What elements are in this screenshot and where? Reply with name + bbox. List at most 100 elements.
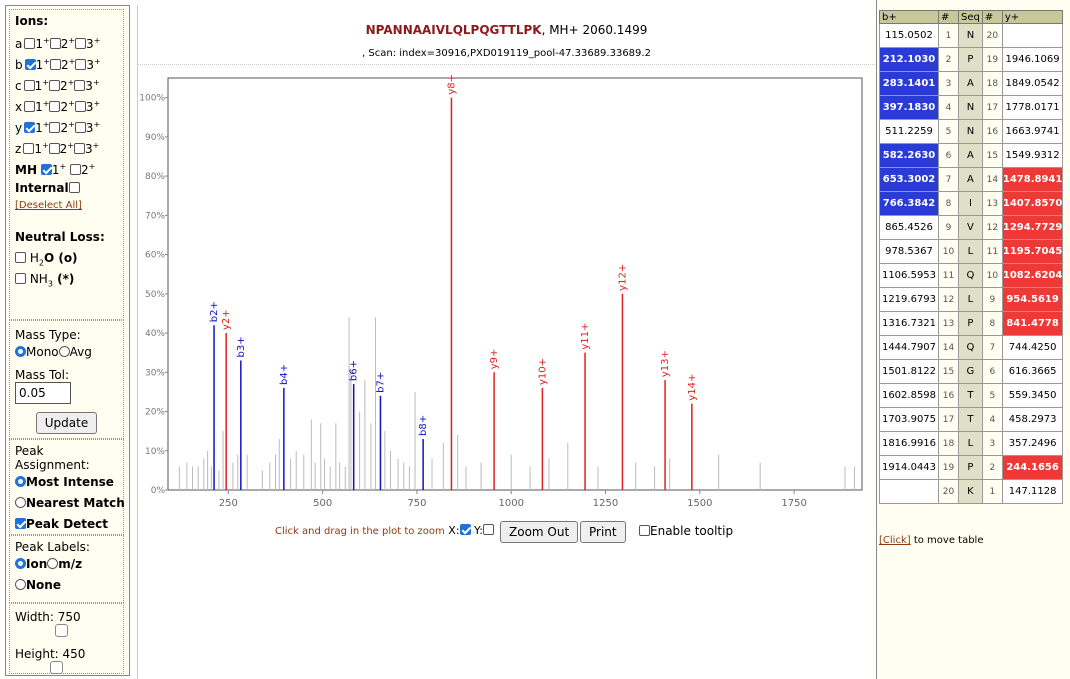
zoom-out-button[interactable]: Zoom Out	[500, 521, 579, 543]
ion-a-1-checkbox[interactable]	[24, 38, 36, 49]
neutral-loss-title: Neutral Loss:	[15, 230, 105, 244]
y-ion-mass: 744.4250	[1001, 335, 1064, 360]
nh3-label: NH3 (*)	[29, 272, 75, 289]
ion-a-3-checkbox[interactable]	[75, 38, 87, 49]
ion-z-2-checkbox[interactable]	[48, 143, 60, 154]
mass-tol-input[interactable]: 0.05	[15, 382, 71, 404]
table-row: 766.3842 8 I 13 1407.8570	[879, 191, 1064, 216]
y-tick-label: 70%	[145, 211, 165, 221]
plot-frame	[167, 77, 863, 491]
deselect-all-link[interactable]: [Deselect All]	[15, 200, 82, 211]
residue: K	[958, 479, 983, 504]
print-button[interactable]: Print	[580, 521, 626, 543]
x-zoom-checkbox[interactable]	[459, 524, 471, 535]
b-index: 13	[938, 311, 959, 336]
b-ion-mass: 653.3002	[879, 167, 939, 192]
ion-charge-label: 2+	[60, 57, 76, 72]
h2o-checkbox[interactable]	[15, 252, 26, 263]
table-row: 1703.9075 17 T 4 458.2973	[879, 407, 1064, 432]
b-index: 12	[938, 287, 959, 312]
ion-c-3-checkbox[interactable]	[74, 80, 86, 91]
b-index: 20	[938, 479, 959, 504]
nearest-match-label: Nearest Match	[26, 496, 125, 510]
y-ion-mass: 841.4778	[1001, 311, 1064, 336]
b-ion-mass: 1816.9916	[879, 431, 939, 456]
b-index: 17	[938, 407, 959, 432]
ion-radio[interactable]	[15, 558, 26, 569]
y-ion-mass: 1082.6204	[1001, 263, 1064, 288]
move-table-note: [Click] to move table	[879, 535, 983, 546]
update-button[interactable]: Update	[35, 412, 98, 434]
ion-x-2-checkbox[interactable]	[49, 101, 61, 112]
y-tick-label: 0%	[151, 486, 166, 496]
y-ion-mass: 1195.7045	[1001, 239, 1064, 264]
mh-1-checkbox[interactable]	[40, 164, 52, 175]
tooltip-checkbox[interactable]	[639, 525, 650, 536]
peak-label: y9+	[489, 349, 500, 370]
b-ion-mass: 511.2259	[879, 119, 939, 144]
peak-label: b3+	[236, 336, 247, 357]
y-index: 13	[981, 191, 1003, 216]
none-radio[interactable]	[15, 579, 26, 590]
ion-c-1-checkbox[interactable]	[23, 80, 35, 91]
ion-b-3-checkbox[interactable]	[75, 59, 87, 70]
height-slider[interactable]	[50, 661, 63, 674]
internal-checkbox[interactable]	[68, 182, 80, 193]
table-header-2: Seq	[958, 10, 983, 24]
ion-x-3-checkbox[interactable]	[74, 101, 86, 112]
y-ion-mass: 616.3665	[1001, 359, 1064, 384]
spectrum-chart[interactable]: 0% 10% 20% 30% 40% 50% 60% 70% 80% 90% 100% 250 500 7…	[138, 71, 875, 511]
ion-z-1-checkbox[interactable]	[23, 143, 35, 154]
table-row: 978.5367 10 L 11 1195.7045	[879, 239, 1064, 264]
ion-charge-label: 2+	[59, 141, 74, 156]
mh-2-checkbox[interactable]	[69, 164, 81, 175]
most-intense-radio[interactable]	[15, 476, 26, 487]
peak-label: b8+	[418, 415, 429, 436]
ion-y-1-checkbox[interactable]	[24, 122, 36, 133]
mono-radio[interactable]	[15, 346, 26, 357]
ion-b-1-checkbox[interactable]	[24, 59, 36, 70]
ion-x-1-checkbox[interactable]	[24, 101, 36, 112]
residue: P	[958, 311, 983, 336]
mz-radio[interactable]	[47, 558, 59, 569]
ion-charge-label: 3+	[86, 57, 101, 72]
x-tick-label: 1750	[781, 498, 806, 509]
ion-z-3-checkbox[interactable]	[74, 143, 85, 154]
residue: T	[958, 407, 983, 432]
ion-y-3-checkbox[interactable]	[74, 122, 86, 133]
none-label: None	[26, 578, 61, 592]
nh3-checkbox[interactable]	[15, 273, 26, 284]
mh-value: , MH+ 2060.1499	[541, 23, 648, 37]
b-index: 8	[938, 191, 959, 216]
options-panel: Ions: a 1+ 2+ 3+ b 1+ 2+ 3+ c 1+ 2+ 3+ x 1+ 2+ 3+ y 1+ 2+ 3…	[5, 5, 130, 676]
move-table-link[interactable]: [Click]	[879, 535, 911, 546]
ion-b-2-checkbox[interactable]	[49, 59, 61, 70]
y-index: 9	[981, 287, 1003, 312]
ion-y-2-checkbox[interactable]	[49, 122, 61, 133]
y-tick-label: 40%	[145, 329, 165, 339]
nearest-match-radio[interactable]	[15, 497, 26, 508]
y-zoom-checkbox[interactable]	[483, 524, 495, 535]
peptide-sequence: NPANNAAIVLQLPQGTTLPK	[365, 23, 542, 37]
y-index: 6	[981, 359, 1003, 384]
peak-label: b6+	[349, 360, 360, 381]
table-row: 212.1030 2 P 19 1946.1069	[879, 47, 1064, 72]
y-index: 19	[981, 47, 1003, 72]
residue: L	[958, 431, 983, 456]
header-divider	[138, 64, 875, 65]
y-index: 3	[981, 431, 1003, 456]
b-ion-mass	[879, 479, 939, 504]
b-index: 6	[938, 143, 959, 168]
ion-a-2-checkbox[interactable]	[49, 38, 61, 49]
table-row: 1219.6793 12 L 9 954.5619	[879, 287, 1064, 312]
residue: G	[958, 359, 983, 384]
peak-labels-title: Peak Labels:	[15, 540, 90, 554]
width-slider[interactable]	[55, 624, 68, 637]
peak-detect-checkbox[interactable]	[15, 518, 26, 529]
ion-c-2-checkbox[interactable]	[48, 80, 60, 91]
table-header-4: y+	[1001, 10, 1064, 24]
b-ion-mass: 978.5367	[879, 239, 939, 264]
avg-radio[interactable]	[58, 346, 70, 357]
ion-row-b: b 1+ 2+ 3+	[15, 52, 118, 73]
peak-label: y11+	[580, 323, 591, 350]
